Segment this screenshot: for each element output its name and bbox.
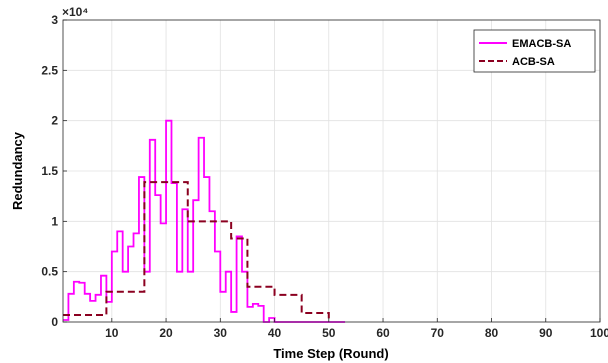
y-tick-label: 1 bbox=[51, 214, 58, 228]
series-line-emacb-sa bbox=[63, 119, 346, 323]
legend-label-emacb-sa: EMACB-SA bbox=[512, 38, 571, 50]
x-tick-label: 80 bbox=[485, 326, 499, 340]
x-tick-label: 30 bbox=[214, 326, 228, 340]
y-tick-label: 0.5 bbox=[41, 265, 58, 279]
x-ticks: 10 20 30 40 50 60 70 80 90 100 bbox=[105, 318, 608, 340]
y-exponent-label: ×10⁴ bbox=[62, 5, 88, 19]
x-tick-label: 70 bbox=[431, 326, 445, 340]
legend-label-acb-sa: ACB-SA bbox=[512, 56, 555, 68]
x-tick-label: 50 bbox=[322, 326, 336, 340]
y-ticks: 0 0.5 1 1.5 2 2.5 3 bbox=[41, 13, 67, 329]
y-tick-label: 2.5 bbox=[41, 63, 58, 77]
x-tick-label: 90 bbox=[539, 326, 553, 340]
y-tick-label: 0 bbox=[51, 315, 58, 329]
legend: EMACB-SA ACB-SA bbox=[473, 29, 596, 73]
x-tick-label: 60 bbox=[376, 326, 390, 340]
y-tick-label: 2 bbox=[51, 114, 58, 128]
series-layer bbox=[63, 119, 346, 323]
y-axis-label: Redundancy bbox=[10, 131, 25, 210]
series-line-acb-sa bbox=[63, 181, 330, 322]
y-tick-label: 1.5 bbox=[41, 164, 58, 178]
x-tick-label: 100 bbox=[590, 326, 608, 340]
x-axis-label: Time Step (Round) bbox=[273, 346, 388, 361]
x-tick-label: 20 bbox=[159, 326, 173, 340]
y-tick-label: 3 bbox=[51, 13, 58, 27]
x-tick-label: 10 bbox=[105, 326, 119, 340]
legend-box bbox=[473, 29, 596, 73]
x-tick-label: 40 bbox=[268, 326, 282, 340]
